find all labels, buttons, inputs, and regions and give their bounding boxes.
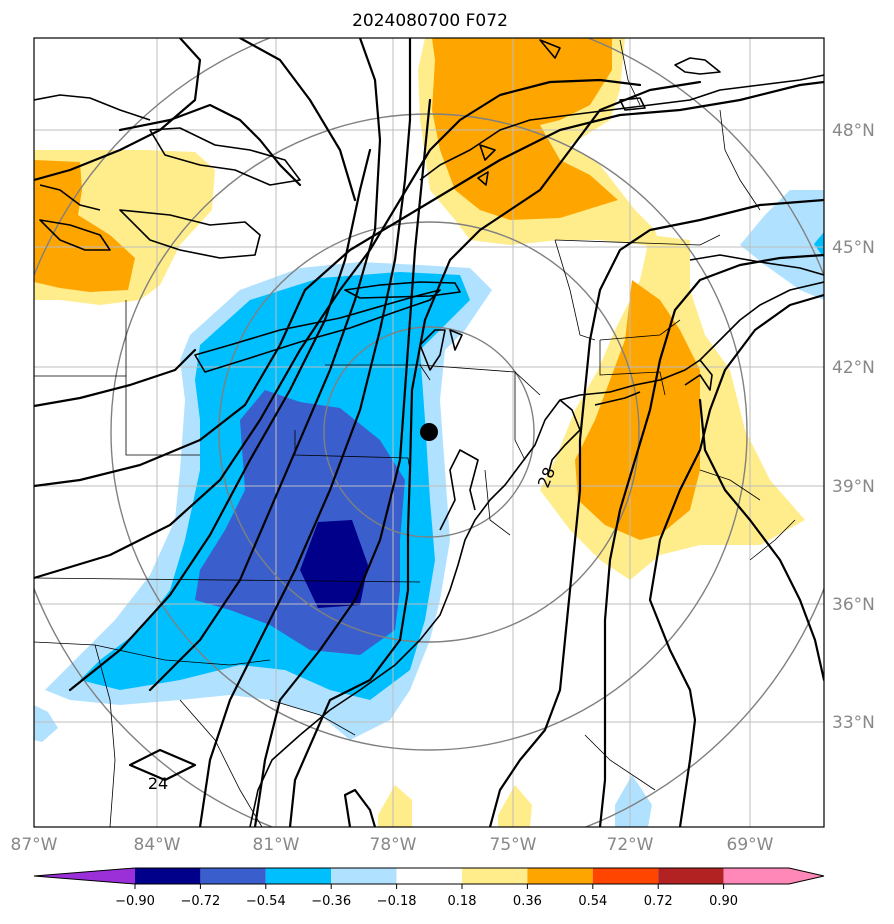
latitude-labels: 48°N 45°N 42°N 39°N 36°N 33°N (832, 121, 875, 733)
colorbar-tick-label: 0.90 (709, 894, 738, 909)
location-marker (420, 423, 438, 441)
colorbar-tick-label: 0.72 (644, 894, 673, 909)
colorbar-tick-label: 0.18 (448, 894, 477, 909)
lat-label: 39°N (832, 477, 875, 497)
contour-label-24: 24 (148, 774, 168, 793)
colorbar-tick-label: −0.90 (115, 894, 155, 909)
lon-label: 75°W (490, 835, 537, 855)
colorbar-tick-label: 0.36 (513, 894, 542, 909)
lat-label: 45°N (832, 238, 875, 258)
anomaly-negative-patch-northeast-core (814, 232, 824, 258)
map-frame (33, 37, 825, 828)
lat-label: 48°N (832, 121, 875, 141)
anomaly-negative-patch-southwest (34, 705, 58, 742)
anomaly-negative-patch-northeast (740, 190, 824, 300)
colorbar-segment (396, 868, 462, 884)
height-contours (34, 38, 824, 827)
colorbar: −0.90 −0.72 −0.54 −0.36 −0.18 0.18 0.36 … (33, 867, 825, 909)
lon-label: 72°W (607, 835, 654, 855)
longitude-labels: 87°W 84°W 81°W 78°W 75°W 72°W 69°W (11, 835, 774, 855)
colorbar-segment (723, 868, 789, 884)
anomaly-positive-moderate-west (34, 160, 135, 292)
anomaly-positive-patch-south-2 (498, 785, 532, 827)
colorbar-segment (527, 868, 593, 884)
colorbar-extend-low (34, 868, 135, 884)
lat-label: 36°N (832, 595, 875, 615)
colorbar-segment (658, 868, 724, 884)
colorbar-segment (462, 868, 528, 884)
anomaly-negative-extreme (300, 520, 368, 608)
colorbar-segment (200, 868, 266, 884)
lon-label: 81°W (253, 835, 300, 855)
graticule (34, 38, 824, 827)
colorbar-ticks (134, 884, 725, 889)
map-panel: 24 28 (34, 38, 824, 827)
colorbar-tick-label: −0.54 (246, 894, 286, 909)
colorbar-tick-label: 0.54 (578, 894, 607, 909)
lon-label: 69°W (727, 835, 774, 855)
colorbar-segment (135, 868, 201, 884)
lon-label: 84°W (134, 835, 181, 855)
anomaly-negative-patch-southeast (615, 775, 652, 827)
colorbar-tick-label: −0.72 (180, 894, 220, 909)
lon-label: 78°W (370, 835, 417, 855)
colorbar-tick-label: −0.18 (377, 894, 417, 909)
lon-label: 87°W (11, 835, 58, 855)
colorbar-segment (265, 868, 332, 884)
colorbar-segment (592, 868, 659, 884)
anomaly-positive-patch-south-1 (378, 785, 412, 827)
colorbar-tick-label: −0.36 (311, 894, 351, 909)
colorbar-segment (331, 868, 397, 884)
map-title: 2024080700 F072 (352, 11, 508, 31)
lat-label: 42°N (832, 358, 875, 378)
colorbar-extend-high (789, 868, 824, 884)
lat-label: 33°N (832, 713, 875, 733)
